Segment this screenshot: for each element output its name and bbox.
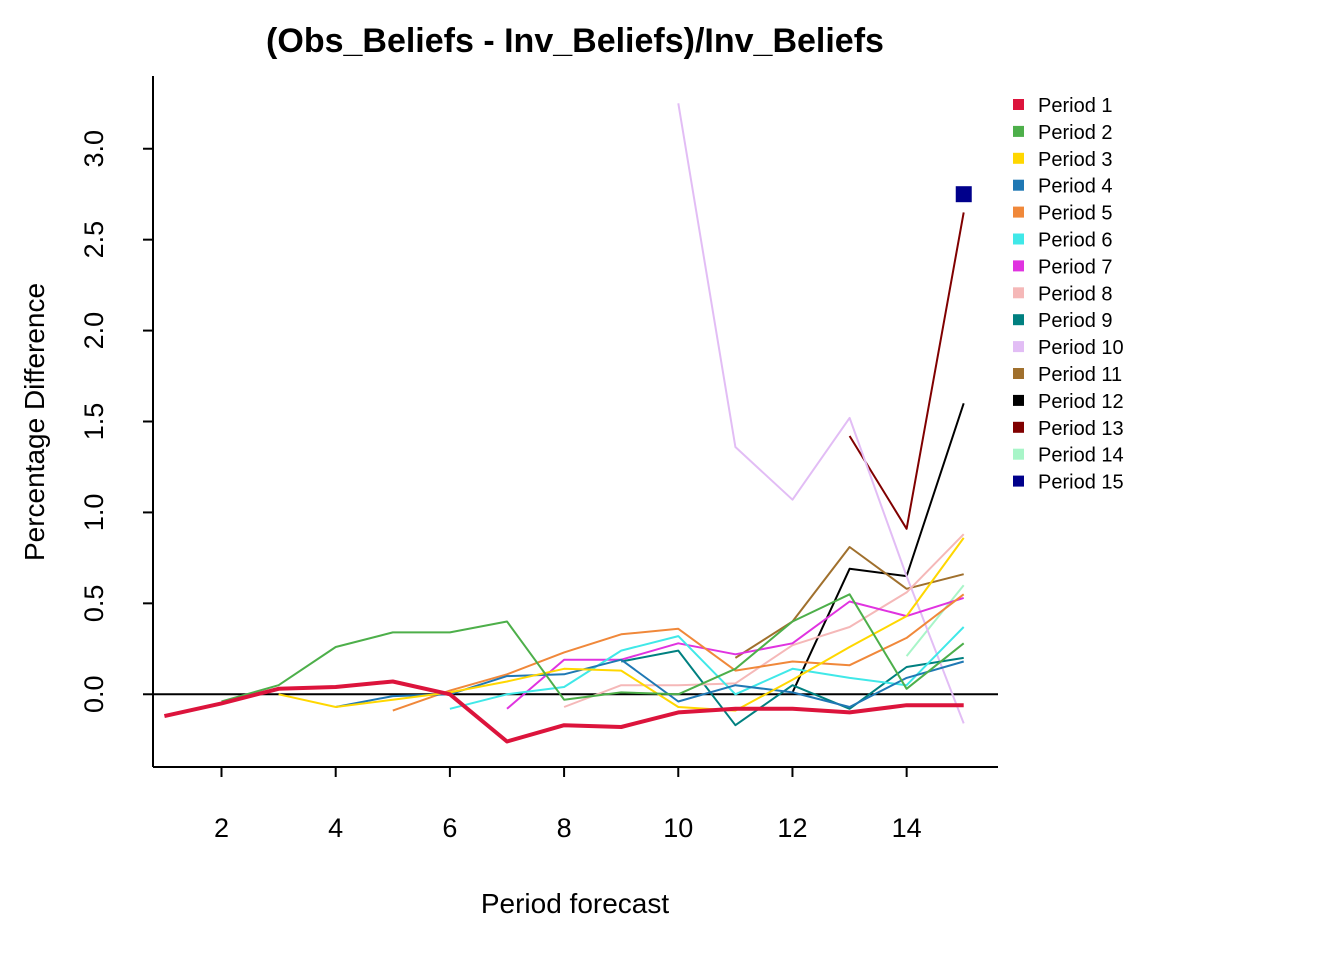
legend-swatch xyxy=(1013,341,1024,353)
y-tick-label: 3.0 xyxy=(79,130,109,168)
legend-swatch xyxy=(1013,421,1024,433)
x-tick-label: 2 xyxy=(214,813,229,843)
legend-label: Period 11 xyxy=(1038,364,1122,386)
series-line-period-7 xyxy=(506,596,965,710)
plot-area xyxy=(153,103,998,744)
legend-item-period-3: Period 3 xyxy=(1013,149,1113,171)
y-tick-label: 2.5 xyxy=(79,221,109,259)
series-line-period-9 xyxy=(621,649,964,727)
series-line-period-14 xyxy=(905,584,965,657)
legend-swatch xyxy=(1013,233,1024,245)
series-line-period-4 xyxy=(335,658,964,708)
legend-item-period-10: Period 10 xyxy=(1013,337,1124,359)
legend-swatch xyxy=(1013,206,1024,218)
legend-item-period-12: Period 12 xyxy=(1013,391,1124,413)
x-tick-label: 6 xyxy=(442,813,457,843)
legend-item-period-9: Period 9 xyxy=(1013,310,1113,332)
legend-label: Period 3 xyxy=(1038,149,1113,171)
legend-label: Period 5 xyxy=(1038,203,1113,225)
legend-label: Period 9 xyxy=(1038,310,1113,332)
x-tick-label: 8 xyxy=(557,813,572,843)
legend-item-period-11: Period 11 xyxy=(1013,364,1122,386)
legend-swatch xyxy=(1013,475,1024,487)
legend-swatch xyxy=(1013,125,1024,137)
legend-item-period-5: Period 5 xyxy=(1013,203,1113,225)
legend-label: Period 8 xyxy=(1038,283,1113,305)
legend-swatch xyxy=(1013,394,1024,406)
y-tick-label: 1.0 xyxy=(79,494,109,532)
legend-label: Period 1 xyxy=(1038,95,1113,117)
point-marker-period-15 xyxy=(955,186,972,203)
legend-item-period-15: Period 15 xyxy=(1013,472,1124,494)
legend-item-period-1: Period 1 xyxy=(1013,95,1113,117)
legend-swatch xyxy=(1013,314,1024,326)
legend-label: Period 2 xyxy=(1038,122,1113,144)
series-line-period-5 xyxy=(392,593,965,712)
series-line-period-11 xyxy=(734,546,964,659)
chart-title: (Obs_Beliefs - Inv_Beliefs)/Inv_Beliefs xyxy=(266,22,884,60)
legend-label: Period 4 xyxy=(1038,176,1113,198)
y-axis: 0.0 0.5 1.0 1.5 2.0 2.5 3.0 xyxy=(79,76,154,767)
legend-swatch xyxy=(1013,179,1024,191)
series-line-period-12 xyxy=(791,402,965,693)
y-tick-label: 2.0 xyxy=(79,312,109,350)
legend-item-period-4: Period 4 xyxy=(1013,176,1113,198)
series-line-period-6 xyxy=(449,626,965,710)
series-line-period-1 xyxy=(163,679,964,744)
legend-item-period-14: Period 14 xyxy=(1013,445,1124,467)
y-tick-label: 1.5 xyxy=(79,403,109,441)
y-tick-label: 0.0 xyxy=(79,675,109,713)
legend-item-period-2: Period 2 xyxy=(1013,122,1113,144)
x-axis-title: Period forecast xyxy=(481,888,670,919)
legend-swatch xyxy=(1013,99,1024,110)
legend-label: Period 12 xyxy=(1038,391,1124,413)
x-axis: 2 4 6 8 10 12 14 xyxy=(153,766,998,843)
series-line-period-2 xyxy=(221,593,965,703)
legend-label: Period 14 xyxy=(1038,445,1124,467)
series-line-period-3 xyxy=(278,537,965,712)
legend-label: Period 15 xyxy=(1038,472,1124,494)
legend-item-period-6: Period 6 xyxy=(1013,230,1113,252)
legend-swatch xyxy=(1013,448,1024,460)
legend-label: Period 7 xyxy=(1038,256,1113,278)
series-line-period-10 xyxy=(677,103,965,724)
x-tick-label: 4 xyxy=(328,813,343,843)
legend-swatch xyxy=(1013,287,1024,299)
legend-item-period-8: Period 8 xyxy=(1013,283,1113,305)
legend-label: Period 6 xyxy=(1038,230,1113,252)
series-line-period-8 xyxy=(563,533,965,708)
x-tick-label: 14 xyxy=(892,813,922,843)
legend-label: Period 13 xyxy=(1038,418,1124,440)
legend-label: Period 10 xyxy=(1038,337,1124,359)
legend-item-period-13: Period 13 xyxy=(1013,418,1124,440)
legend-swatch xyxy=(1013,260,1024,272)
series-line-period-13 xyxy=(848,212,965,530)
x-tick-label: 12 xyxy=(777,813,807,843)
legend: Period 1 Period 2 Period 3 Period 4 Period 5… xyxy=(1013,95,1124,494)
legend-swatch xyxy=(1013,368,1024,379)
y-tick-label: 0.5 xyxy=(79,585,109,623)
legend-item-period-7: Period 7 xyxy=(1013,256,1113,278)
legend-swatch xyxy=(1013,152,1024,164)
y-axis-title: Percentage Difference xyxy=(19,283,50,561)
x-tick-label: 10 xyxy=(663,813,693,843)
